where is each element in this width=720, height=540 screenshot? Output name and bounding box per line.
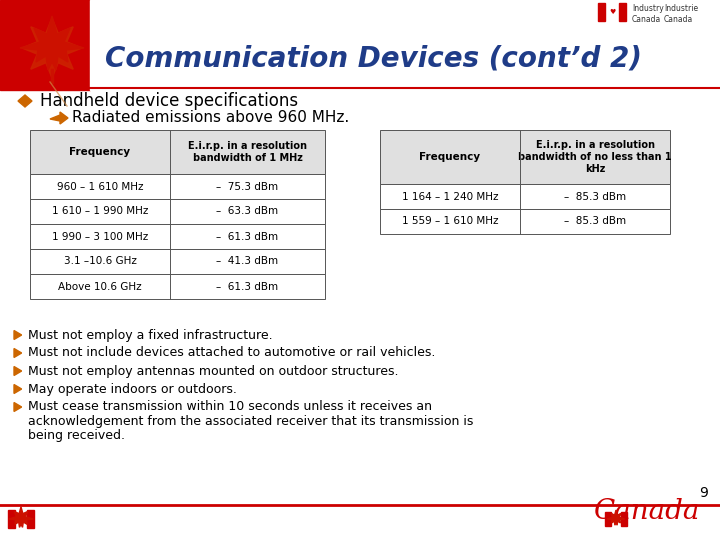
Bar — [8, 510, 15, 528]
Text: Frequency: Frequency — [420, 152, 480, 162]
Text: ♥: ♥ — [609, 9, 615, 15]
Text: –  61.3 dBm: – 61.3 dBm — [217, 281, 279, 292]
Bar — [380, 209, 670, 234]
Bar — [380, 184, 670, 209]
Text: ♥: ♥ — [18, 516, 24, 522]
Text: Handheld device specifications: Handheld device specifications — [40, 92, 298, 110]
Text: E.i.r.p. in a resolution
bandwidth of no less than 1
kHz: E.i.r.p. in a resolution bandwidth of no… — [518, 140, 672, 173]
Polygon shape — [18, 95, 32, 107]
Polygon shape — [14, 402, 22, 411]
Polygon shape — [14, 348, 22, 357]
Bar — [598, 3, 605, 21]
Bar — [90, 0, 720, 90]
Text: 1 610 – 1 990 MHz: 1 610 – 1 990 MHz — [52, 206, 148, 217]
Bar — [595, 0, 720, 35]
Bar — [30, 199, 325, 224]
Bar — [605, 512, 627, 526]
Text: Communication Devices (cont’d 2): Communication Devices (cont’d 2) — [105, 44, 642, 72]
Bar — [30, 130, 325, 174]
Bar — [8, 510, 34, 528]
Text: Frequency: Frequency — [69, 147, 130, 157]
Polygon shape — [22, 18, 82, 78]
Bar — [380, 130, 670, 184]
Text: May operate indoors or outdoors.: May operate indoors or outdoors. — [28, 382, 237, 395]
Text: Industrie
Canada: Industrie Canada — [664, 4, 698, 24]
Text: Canada: Canada — [593, 498, 700, 525]
Polygon shape — [14, 384, 22, 394]
Text: acknowledgement from the associated receiver that its transmission is: acknowledgement from the associated rece… — [28, 415, 473, 428]
Text: Must not employ a fixed infrastructure.: Must not employ a fixed infrastructure. — [28, 328, 273, 341]
Text: being received.: being received. — [28, 429, 125, 442]
Bar — [30, 224, 325, 249]
Bar — [621, 512, 627, 526]
Bar — [598, 3, 626, 21]
Text: 1 990 – 3 100 MHz: 1 990 – 3 100 MHz — [52, 232, 148, 241]
Text: –  41.3 dBm: – 41.3 dBm — [217, 256, 279, 267]
Polygon shape — [9, 507, 33, 528]
Polygon shape — [14, 330, 22, 340]
Bar — [27, 510, 34, 528]
Text: Must not employ antennas mounted on outdoor structures.: Must not employ antennas mounted on outd… — [28, 364, 398, 377]
Text: –  63.3 dBm: – 63.3 dBm — [217, 206, 279, 217]
Text: Must not include devices attached to automotive or rail vehicles.: Must not include devices attached to aut… — [28, 347, 436, 360]
Text: 9: 9 — [699, 486, 708, 500]
Polygon shape — [14, 367, 22, 375]
Text: –  75.3 dBm: – 75.3 dBm — [217, 181, 279, 192]
Polygon shape — [50, 112, 68, 124]
Text: Radiated emissions above 960 MHz.: Radiated emissions above 960 MHz. — [72, 111, 349, 125]
Text: E.i.r.p. in a resolution
bandwidth of 1 MHz: E.i.r.p. in a resolution bandwidth of 1 … — [188, 141, 307, 163]
Bar — [605, 512, 611, 526]
Text: 1 559 – 1 610 MHz: 1 559 – 1 610 MHz — [402, 217, 498, 226]
Polygon shape — [607, 510, 625, 525]
Text: 1 164 – 1 240 MHz: 1 164 – 1 240 MHz — [402, 192, 498, 201]
Text: 3.1 –10.6 GHz: 3.1 –10.6 GHz — [63, 256, 136, 267]
Bar — [30, 174, 325, 199]
Bar — [30, 274, 325, 299]
Text: 960 – 1 610 MHz: 960 – 1 610 MHz — [57, 181, 143, 192]
Text: –  85.3 dBm: – 85.3 dBm — [564, 217, 626, 226]
Polygon shape — [20, 16, 84, 70]
Text: –  61.3 dBm: – 61.3 dBm — [217, 232, 279, 241]
Bar — [619, 3, 626, 21]
Text: Industry
Canada: Industry Canada — [632, 4, 664, 24]
Bar — [0, 0, 90, 90]
Text: –  85.3 dBm: – 85.3 dBm — [564, 192, 626, 201]
Text: Above 10.6 GHz: Above 10.6 GHz — [58, 281, 142, 292]
Text: Must cease transmission within 10 seconds unless it receives an: Must cease transmission within 10 second… — [28, 401, 432, 414]
Bar — [30, 249, 325, 274]
